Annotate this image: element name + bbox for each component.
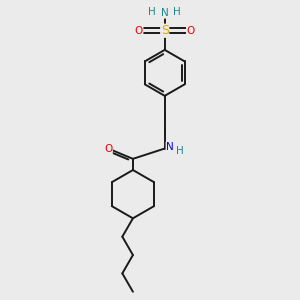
Text: H: H <box>176 146 184 156</box>
Text: N: N <box>166 142 174 152</box>
Text: H: H <box>173 7 181 16</box>
Text: S: S <box>161 24 169 37</box>
Text: O: O <box>187 26 195 36</box>
Text: N: N <box>161 8 169 18</box>
Text: O: O <box>104 143 112 154</box>
Text: H: H <box>148 7 156 16</box>
Text: O: O <box>135 26 143 36</box>
